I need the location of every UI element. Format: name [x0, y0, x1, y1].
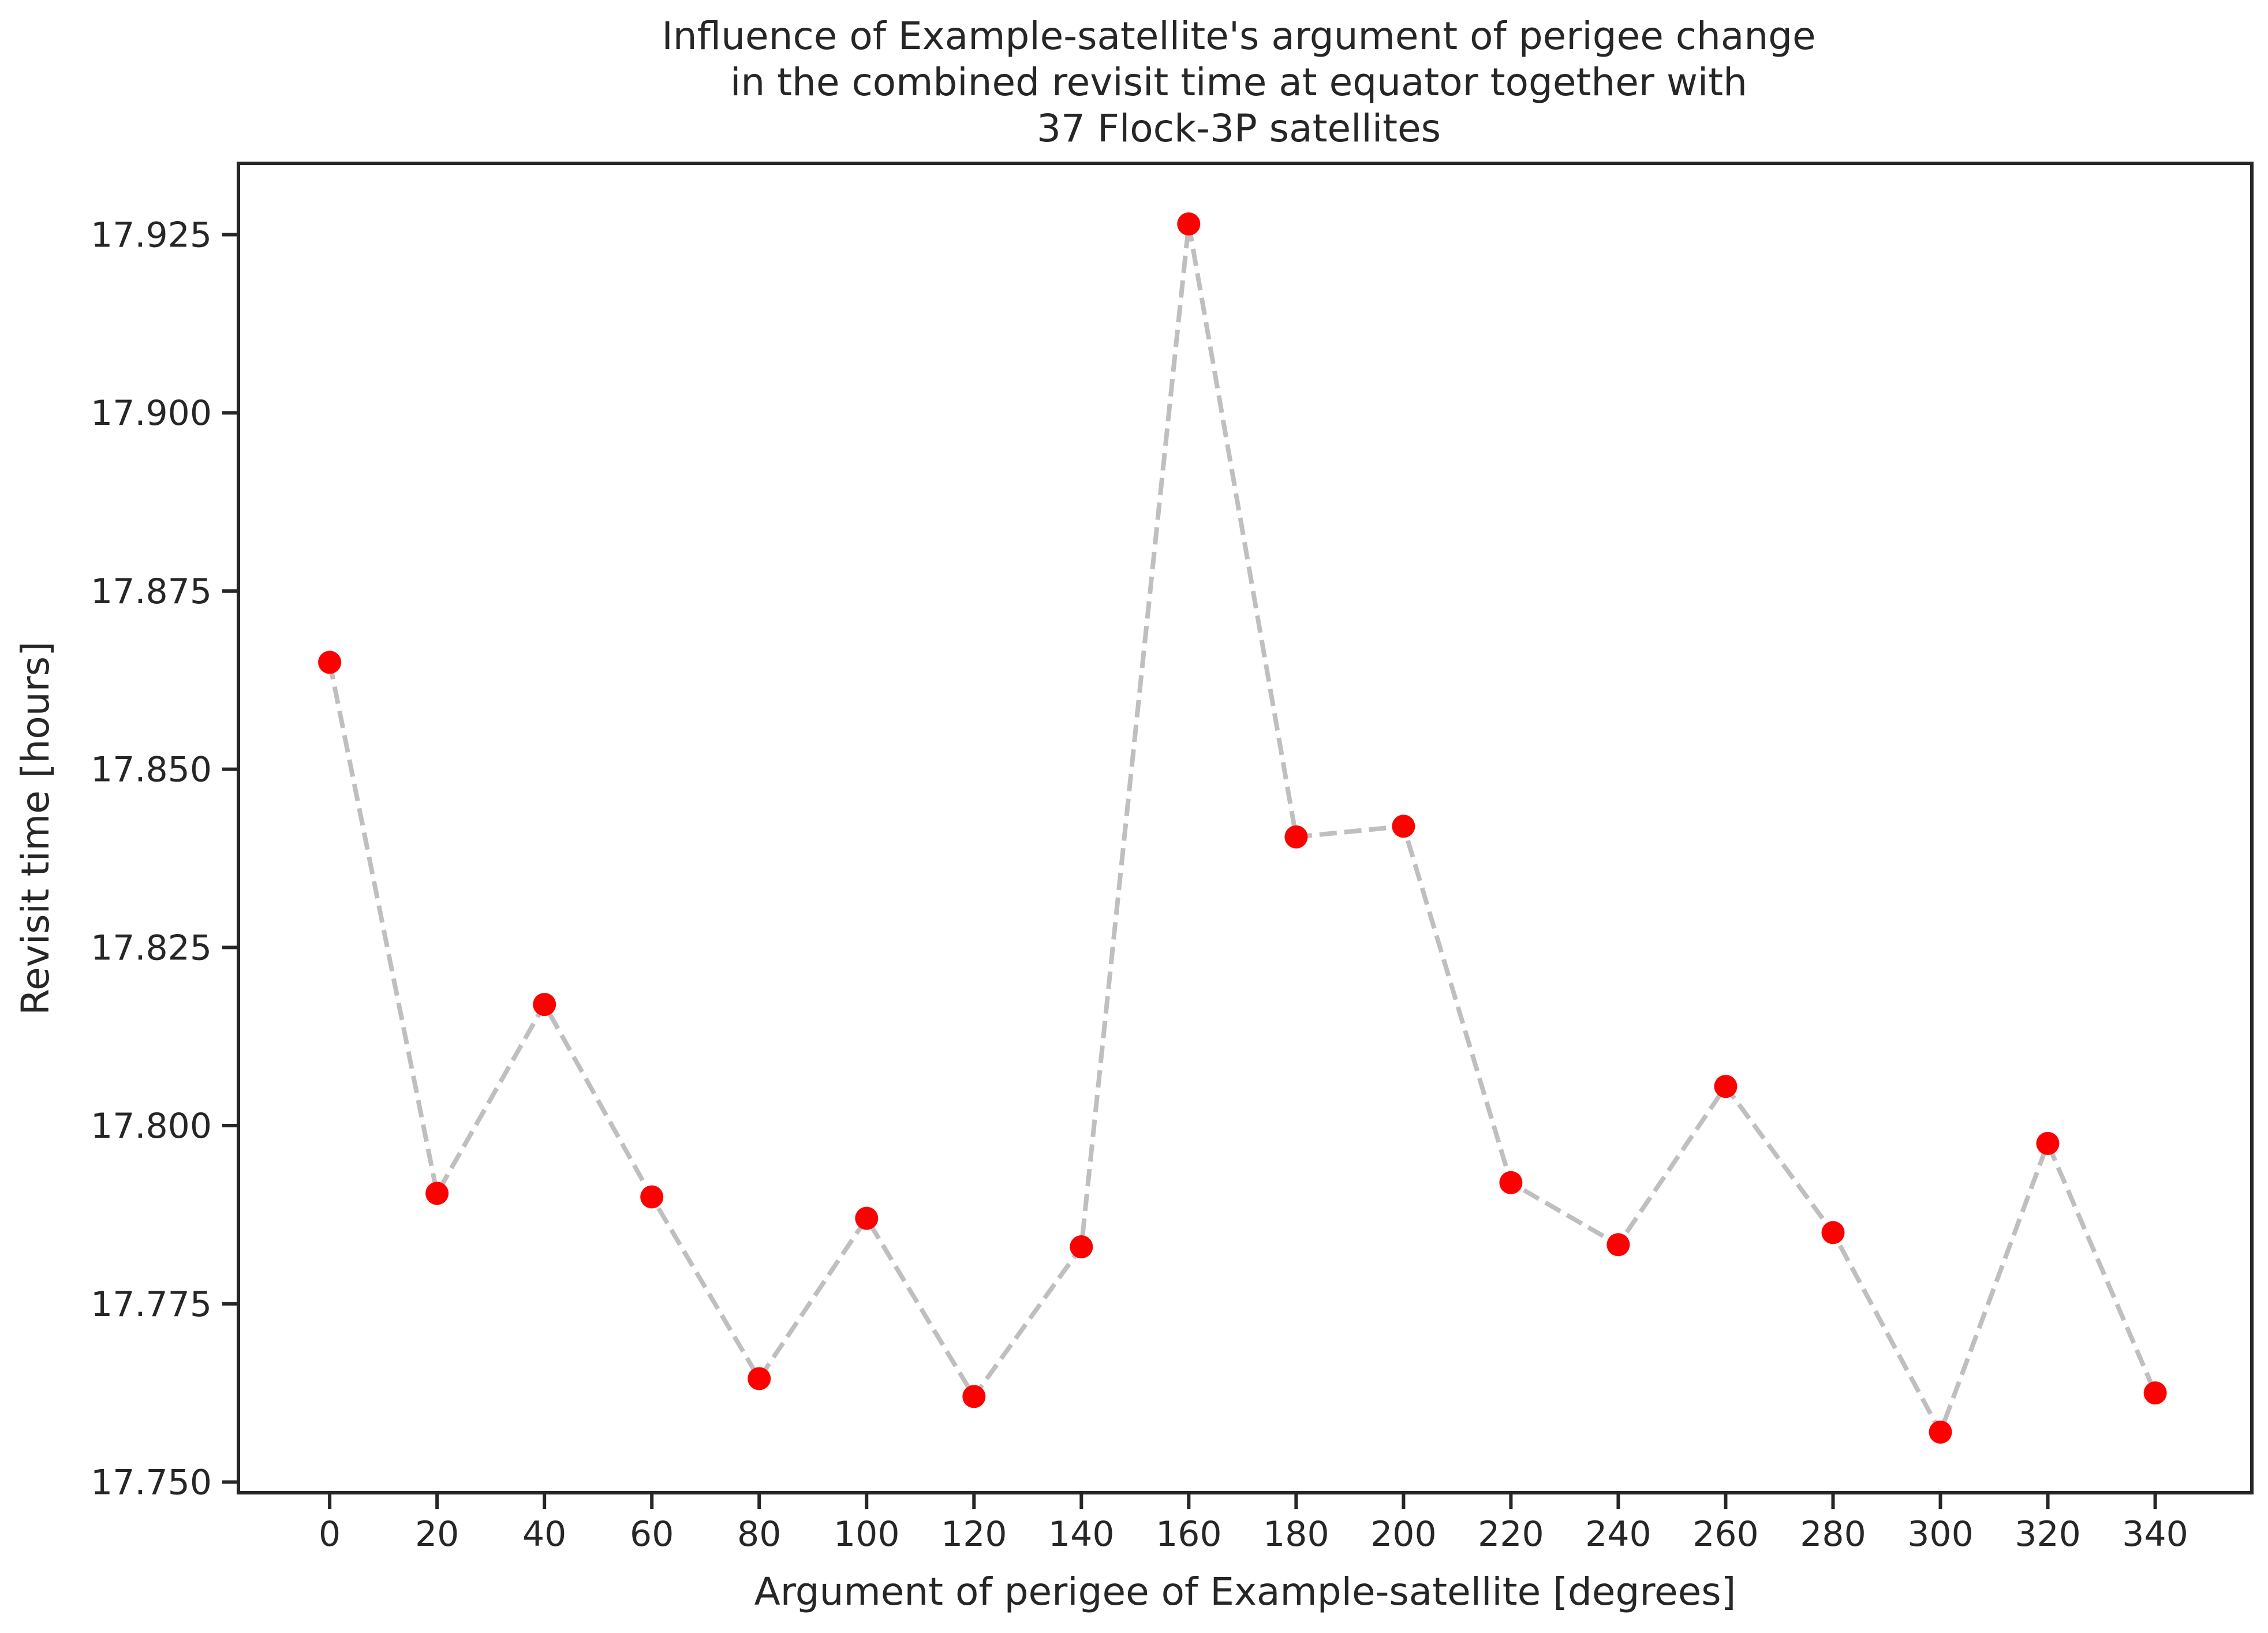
data-point [748, 1367, 771, 1391]
y-tick-label: 17.775 [91, 1284, 212, 1325]
x-tick-label: 320 [2015, 1514, 2081, 1554]
y-tick-label: 17.875 [91, 571, 212, 612]
x-tick-label: 100 [834, 1514, 900, 1554]
data-point [962, 1385, 986, 1408]
x-tick-label: 180 [1263, 1514, 1329, 1554]
y-tick-label: 17.800 [91, 1106, 212, 1146]
y-tick-label: 17.825 [91, 928, 212, 968]
x-tick-label: 280 [1800, 1514, 1866, 1554]
data-point [318, 651, 342, 674]
data-point [1392, 814, 1415, 838]
y-tick-label: 17.925 [91, 215, 212, 255]
data-point [2143, 1381, 2167, 1405]
data-point [855, 1206, 879, 1230]
x-tick-label: 300 [1907, 1514, 1974, 1554]
x-tick-label: 220 [1478, 1514, 1544, 1554]
data-point [1499, 1171, 1523, 1194]
y-tick-label: 17.900 [91, 393, 212, 434]
x-tick-label: 340 [2122, 1514, 2188, 1554]
series-markers [318, 212, 2167, 1444]
x-tick-label: 160 [1156, 1514, 1222, 1554]
plot-area-frame [237, 162, 2254, 1494]
y-tick-label: 17.750 [91, 1462, 212, 1503]
data-point [2036, 1131, 2060, 1155]
x-tick-label: 20 [415, 1514, 459, 1554]
y-tick-label: 17.850 [91, 750, 212, 790]
data-point [1070, 1235, 1093, 1258]
y-axis: 17.750 17.775 17.800 17.825 17.850 17.875 17.9… [91, 215, 238, 1503]
x-tick-label: 240 [1585, 1514, 1652, 1554]
data-point [1177, 212, 1201, 236]
series-polyline [327, 223, 2158, 1438]
title-line-1: Influence of Example-satellite's argumen… [662, 14, 1815, 58]
data-point [1284, 825, 1308, 849]
data-point [1606, 1233, 1630, 1257]
x-tick-label: 0 [319, 1514, 341, 1554]
data-point [425, 1182, 449, 1205]
x-axis-label: Argument of perigee of Example-satellite… [754, 1570, 1736, 1614]
x-tick-label: 60 [630, 1514, 674, 1554]
chart-title: Influence of Example-satellite's argumen… [662, 14, 1815, 151]
x-tick-label: 120 [941, 1514, 1007, 1554]
x-tick-label: 40 [522, 1514, 566, 1554]
data-point [533, 993, 556, 1017]
x-tick-label: 140 [1048, 1514, 1115, 1554]
data-point [1821, 1221, 1845, 1245]
x-tick-label: 200 [1370, 1514, 1437, 1554]
title-line-3: 37 Flock-3P satellites [1037, 106, 1441, 151]
y-axis-label: Revisit time [hours] [13, 641, 58, 1015]
data-point [640, 1185, 664, 1209]
series-line [327, 223, 2158, 1438]
data-point [1929, 1421, 1952, 1444]
data-point [1714, 1075, 1738, 1098]
x-axis: 0 20 40 60 80 100 120 140 160 180 200 220 240 260 280 3… [319, 1493, 2188, 1554]
x-tick-label: 80 [737, 1514, 781, 1554]
x-tick-label: 260 [1692, 1514, 1759, 1554]
title-line-2: in the combined revisit time at equator … [730, 60, 1747, 104]
